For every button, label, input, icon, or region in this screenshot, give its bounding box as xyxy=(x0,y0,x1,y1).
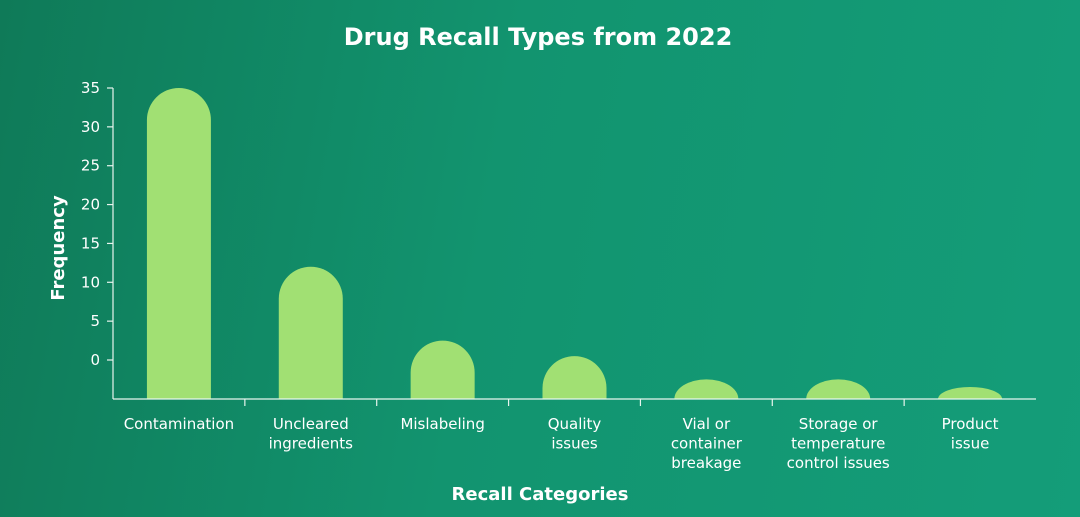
y-tick-label: 35 xyxy=(81,79,100,97)
bar xyxy=(938,387,1003,399)
x-tick-label-line: control issues xyxy=(787,454,890,472)
y-axis-title: Frequency xyxy=(48,195,69,301)
x-tick-label: Contamination xyxy=(124,415,234,433)
x-tick-label-line: Storage or xyxy=(799,415,879,433)
x-tick-label-line: Vial or xyxy=(683,415,731,433)
bar xyxy=(806,379,871,399)
x-tick-label-line: breakage xyxy=(671,454,741,472)
x-tick-label: Uncleared ingredients xyxy=(269,415,354,453)
x-tick-label-line: ingredients xyxy=(269,435,354,453)
y-axis: 0 5 10 15 20 25 30 35 xyxy=(81,79,114,399)
y-tick-label: 5 xyxy=(90,312,100,330)
bar xyxy=(674,379,739,399)
x-tick-label-line: Quality xyxy=(548,415,602,433)
y-tick-label: 20 xyxy=(81,196,100,214)
y-tick-label: 25 xyxy=(81,157,100,175)
x-tick-label-line: container xyxy=(671,435,743,453)
bars-group xyxy=(146,88,1003,399)
x-tick-label-line: Product xyxy=(942,415,999,433)
x-axis-title: Recall Categories xyxy=(452,484,629,505)
x-tick-label-line: Uncleared xyxy=(273,415,349,433)
chart-title: Drug Recall Types from 2022 xyxy=(344,23,733,51)
y-tick-label: 15 xyxy=(81,234,100,252)
x-tick-label: Vial or container breakage xyxy=(671,415,743,472)
x-tick-label-line: issues xyxy=(551,435,598,453)
y-tick-label: 10 xyxy=(81,273,100,291)
x-tick-label: Mislabeling xyxy=(400,415,484,433)
x-tick-label: Quality issues xyxy=(548,415,602,453)
x-tick-label: Storage or temperature control issues xyxy=(787,415,890,472)
bar xyxy=(542,356,607,399)
x-tick-label-line: temperature xyxy=(791,435,885,453)
y-tick-label: 0 xyxy=(90,351,100,369)
y-tick-label: 30 xyxy=(81,118,100,136)
x-tick-label: Product issue xyxy=(942,415,999,453)
bar xyxy=(410,340,475,399)
x-tick-label-line: Contamination xyxy=(124,415,234,433)
x-tick-label-line: issue xyxy=(951,435,990,453)
x-axis: Contamination Uncleared ingredients Mislabe… xyxy=(113,398,1036,472)
bar xyxy=(278,266,343,399)
bar xyxy=(146,88,211,399)
x-tick-label-line: Mislabeling xyxy=(400,415,484,433)
